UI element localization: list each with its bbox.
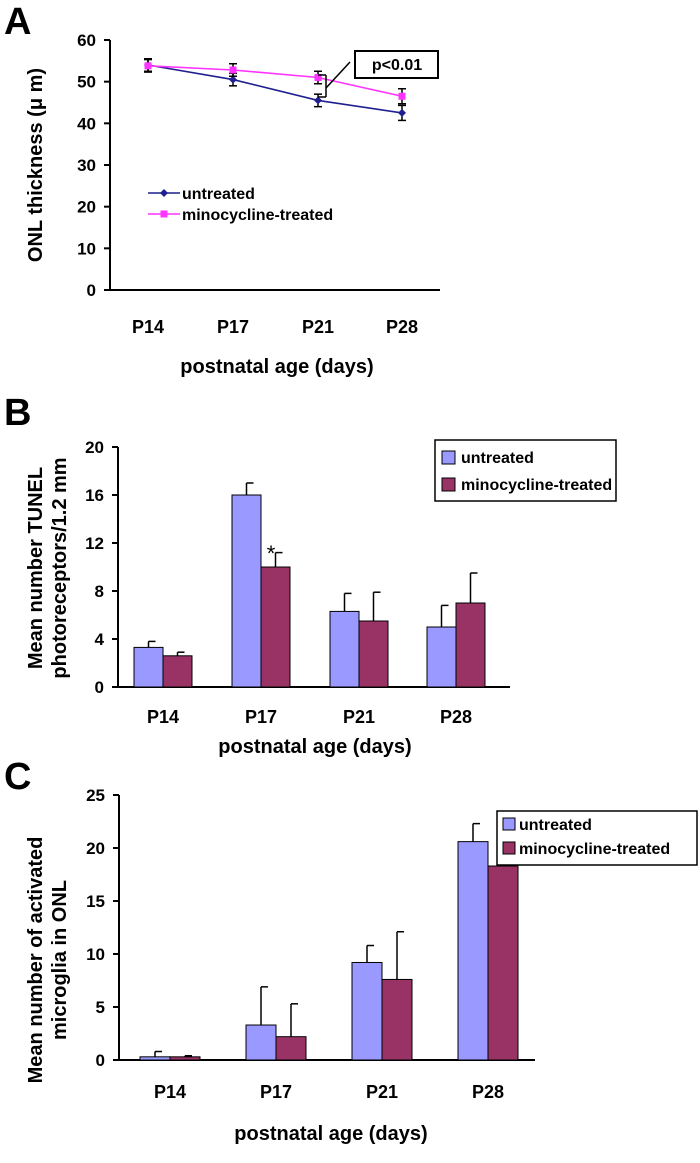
y-tick-label-5: 5 <box>96 998 105 1017</box>
bar-minocycline-treated-p28 <box>455 602 486 688</box>
legend-marker-untreated <box>160 189 168 197</box>
panel-b-legend: untreated minocycline-treated <box>434 439 617 502</box>
data-point-minocycline-treated-p14 <box>144 62 152 70</box>
panel-c-x-axis-title: postnatal age (days) <box>234 1123 427 1145</box>
x-category-p21: P21 <box>302 317 334 337</box>
legend-swatch-untreated <box>502 817 516 831</box>
panel-c-letter: C <box>4 756 31 798</box>
bar-minocycline-treated-p28 <box>487 865 519 1061</box>
annotation-box <box>354 50 439 79</box>
y-tick-label-16: 16 <box>85 486 104 505</box>
y-tick-label-4: 4 <box>95 630 105 649</box>
y-tick-label-20: 20 <box>85 438 104 457</box>
x-category-p21: P21 <box>366 1082 398 1102</box>
panel-a-x-axis-title: postnatal age (days) <box>180 356 373 378</box>
panel-b-x-axis-title: postnatal age (days) <box>218 736 411 758</box>
legend-swatch-minocycline <box>441 477 456 492</box>
y-tick-label-8: 8 <box>95 582 104 601</box>
panel-c-y-axis-title-line2: microglia in ONL <box>49 880 71 1040</box>
panel-a-legend: untreated minocycline-treated <box>148 186 333 224</box>
y-tick-label-25: 25 <box>86 786 105 805</box>
bar-minocycline-treated-p21 <box>381 978 413 1061</box>
y-tick-label-20: 20 <box>86 839 105 858</box>
panel-c-bar-chart: C 0 5 10 15 20 25 P14 P17 P21 P28 untreated minoc… <box>4 756 698 1145</box>
x-category-p17: P17 <box>217 317 249 337</box>
series-line-minocycline-treated <box>147 65 403 98</box>
bar-minocycline-treated-p21 <box>358 620 389 688</box>
bar-untreated-p17 <box>245 1024 277 1061</box>
legend-label-untreated: untreated <box>461 450 534 467</box>
x-category-p14: P14 <box>154 1082 186 1102</box>
panel-b-bar-chart: B 0 4 8 12 16 20 P14 P17 P21 P28 * untreated mino… <box>4 392 617 758</box>
bar-untreated-p14 <box>133 646 164 688</box>
y-tick-label-15: 15 <box>86 892 105 911</box>
bar-untreated-p28 <box>426 626 457 688</box>
data-point-minocycline-treated-p28 <box>398 92 406 100</box>
panel-a-y-axis-title: ONL thickness (μ m) <box>25 68 47 262</box>
bar-untreated-p21 <box>351 961 383 1061</box>
bar-minocycline-treated-p17 <box>275 1036 307 1061</box>
bar-minocycline-treated-p14 <box>169 1056 201 1061</box>
legend-label-untreated: untreated <box>519 817 592 834</box>
bar-untreated-p14 <box>139 1056 171 1061</box>
y-tick-label-40: 40 <box>77 114 96 133</box>
panel-a-line-chart: A 0 10 20 30 40 50 60 P14 P17 P21 P28 untreated mi… <box>4 1 440 378</box>
x-category-p28: P28 <box>440 707 472 727</box>
x-category-p14: P14 <box>147 707 179 727</box>
significance-asterisk: * <box>267 541 276 566</box>
legend-label-minocycline: minocycline-treated <box>182 207 333 224</box>
legend-label-minocycline: minocycline-treated <box>519 841 670 858</box>
bar-minocycline-treated-p14 <box>162 655 193 688</box>
legend-swatch-untreated <box>441 450 456 465</box>
legend-box <box>496 810 698 866</box>
panel-a-annotation: p<0.01 <box>318 50 439 98</box>
x-category-p28: P28 <box>386 317 418 337</box>
legend-marker-minocycline <box>160 210 168 218</box>
x-category-p21: P21 <box>343 707 375 727</box>
y-tick-label-0: 0 <box>95 678 104 697</box>
panel-c-y-axis-title-line1: Mean number of activated <box>25 837 47 1084</box>
x-category-p28: P28 <box>472 1082 504 1102</box>
bar-untreated-p17 <box>231 494 262 688</box>
data-point-untreated-p17 <box>229 75 237 84</box>
y-tick-label-20: 20 <box>77 198 96 217</box>
legend-label-minocycline: minocycline-treated <box>461 477 612 494</box>
data-point-minocycline-treated-p21 <box>314 74 322 81</box>
y-tick-label-10: 10 <box>86 945 105 964</box>
x-category-p17: P17 <box>260 1082 292 1102</box>
data-point-untreated-p21 <box>314 96 322 105</box>
annotation-p-value: p<0.01 <box>372 57 422 74</box>
panel-a-letter: A <box>4 1 31 43</box>
y-tick-label-0: 0 <box>96 1051 105 1070</box>
legend-label-untreated: untreated <box>182 186 255 203</box>
data-point-untreated-p28 <box>398 108 406 117</box>
series-line-untreated <box>147 64 403 114</box>
y-tick-label-0: 0 <box>87 281 96 300</box>
bar-minocycline-treated-p17 <box>260 566 291 688</box>
y-tick-label-60: 60 <box>77 31 96 50</box>
y-tick-label-10: 10 <box>77 239 96 258</box>
y-tick-label-30: 30 <box>77 156 96 175</box>
bar-untreated-p21 <box>329 610 360 688</box>
annotation-pointer <box>325 61 351 89</box>
x-category-p14: P14 <box>132 317 164 337</box>
panel-c-legend: untreated minocycline-treated <box>496 810 698 866</box>
y-tick-label-50: 50 <box>77 73 96 92</box>
panel-b-y-axis-title-line1: Mean number TUNEL <box>25 467 47 669</box>
panel-b-letter: B <box>4 392 31 434</box>
x-category-p17: P17 <box>245 707 277 727</box>
data-point-minocycline-treated-p17 <box>229 66 237 74</box>
y-tick-label-12: 12 <box>85 534 104 553</box>
legend-swatch-minocycline <box>502 841 516 855</box>
legend-box <box>434 439 617 502</box>
panel-b-y-axis-title: Mean number TUNEL photoreceptors/1.2 mm <box>25 457 71 678</box>
panel-b-y-axis-title-line2: photoreceptors/1.2 mm <box>49 457 71 678</box>
bar-untreated-p28 <box>457 841 489 1061</box>
